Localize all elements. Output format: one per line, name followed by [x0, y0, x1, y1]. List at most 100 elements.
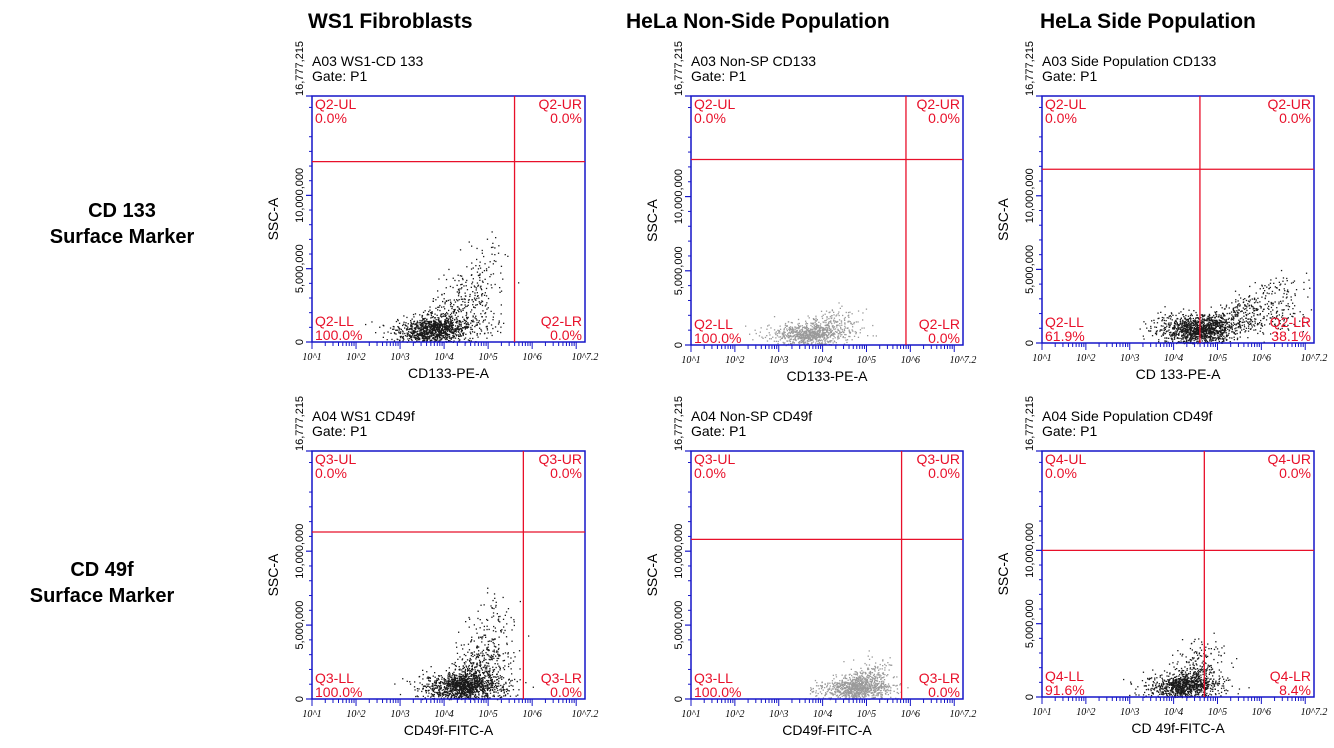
data-point	[1252, 306, 1254, 308]
data-point	[447, 681, 450, 683]
data-point	[1200, 334, 1202, 337]
data-point	[1237, 300, 1239, 302]
data-point	[427, 331, 429, 333]
data-point	[494, 597, 496, 599]
data-point	[430, 324, 432, 326]
data-point	[481, 300, 484, 303]
data-point	[1145, 323, 1147, 325]
quadrant-label-ll: Q2-LL	[315, 313, 354, 329]
data-point	[1214, 322, 1217, 324]
data-point	[772, 336, 774, 338]
data-point	[1206, 340, 1208, 342]
data-point	[467, 683, 469, 685]
data-point	[438, 326, 440, 328]
data-point	[424, 335, 426, 337]
data-point	[832, 334, 834, 336]
data-point	[1223, 326, 1225, 329]
data-point	[419, 322, 421, 324]
data-point	[477, 285, 479, 287]
data-point	[1238, 321, 1240, 323]
data-point	[799, 341, 801, 343]
data-point	[482, 636, 484, 638]
data-point	[847, 321, 849, 323]
data-point	[1192, 337, 1195, 339]
data-point	[1219, 337, 1221, 339]
data-point	[479, 286, 482, 288]
data-point	[1215, 325, 1217, 327]
data-point	[1188, 321, 1190, 323]
data-point	[442, 313, 444, 315]
data-point	[413, 686, 416, 688]
data-point	[459, 339, 461, 341]
data-point	[411, 324, 413, 327]
data-point	[430, 340, 432, 342]
data-point	[1215, 339, 1217, 341]
data-point	[849, 331, 852, 333]
data-point	[1188, 338, 1190, 341]
data-point	[818, 335, 820, 337]
data-point	[1228, 307, 1230, 309]
data-point	[824, 324, 826, 327]
data-point	[453, 681, 455, 683]
data-point	[770, 327, 772, 329]
data-point	[811, 326, 813, 328]
data-point	[1216, 332, 1218, 334]
data-point	[1219, 326, 1222, 329]
data-point	[1289, 313, 1291, 315]
data-point	[497, 682, 499, 685]
data-point	[1270, 306, 1273, 309]
data-point	[1211, 328, 1213, 330]
data-point	[486, 666, 488, 668]
data-point	[444, 691, 446, 693]
data-point	[466, 327, 468, 329]
data-point	[837, 338, 839, 340]
data-point	[1178, 332, 1180, 335]
data-point	[1247, 318, 1249, 320]
data-point	[1213, 333, 1215, 335]
data-point	[764, 336, 767, 339]
data-point	[859, 332, 861, 334]
data-point	[1278, 289, 1281, 291]
data-point	[1223, 326, 1226, 329]
data-point	[489, 669, 491, 671]
data-point	[809, 334, 811, 336]
data-point	[429, 333, 431, 335]
data-point	[1169, 331, 1172, 334]
data-point	[784, 322, 787, 325]
data-point	[800, 338, 802, 340]
data-point	[1238, 323, 1240, 325]
data-point	[433, 329, 436, 331]
data-point	[428, 321, 430, 323]
data-point	[1223, 314, 1225, 316]
data-point	[447, 695, 449, 697]
data-point	[1186, 332, 1188, 334]
data-point	[480, 668, 483, 670]
data-point	[465, 675, 468, 677]
data-point	[1197, 325, 1199, 327]
data-point	[1293, 280, 1296, 282]
data-point	[434, 326, 436, 328]
data-point	[436, 336, 439, 338]
data-point	[793, 328, 795, 330]
data-point	[476, 689, 478, 691]
data-point	[492, 316, 494, 318]
data-point	[831, 326, 834, 328]
data-point	[1303, 288, 1305, 290]
data-point	[447, 317, 449, 320]
data-point	[421, 326, 423, 328]
data-point	[1212, 339, 1214, 342]
data-point	[827, 324, 829, 327]
data-point	[432, 323, 434, 325]
data-point	[1214, 337, 1216, 339]
data-point	[430, 332, 432, 334]
data-point	[473, 680, 475, 682]
data-point	[1199, 325, 1202, 327]
data-point	[452, 682, 454, 684]
data-point	[1178, 331, 1181, 333]
data-point	[474, 325, 476, 328]
data-point	[427, 320, 429, 323]
data-point	[432, 327, 434, 330]
data-point	[466, 316, 468, 319]
data-point	[1207, 323, 1210, 326]
data-point	[419, 314, 421, 316]
